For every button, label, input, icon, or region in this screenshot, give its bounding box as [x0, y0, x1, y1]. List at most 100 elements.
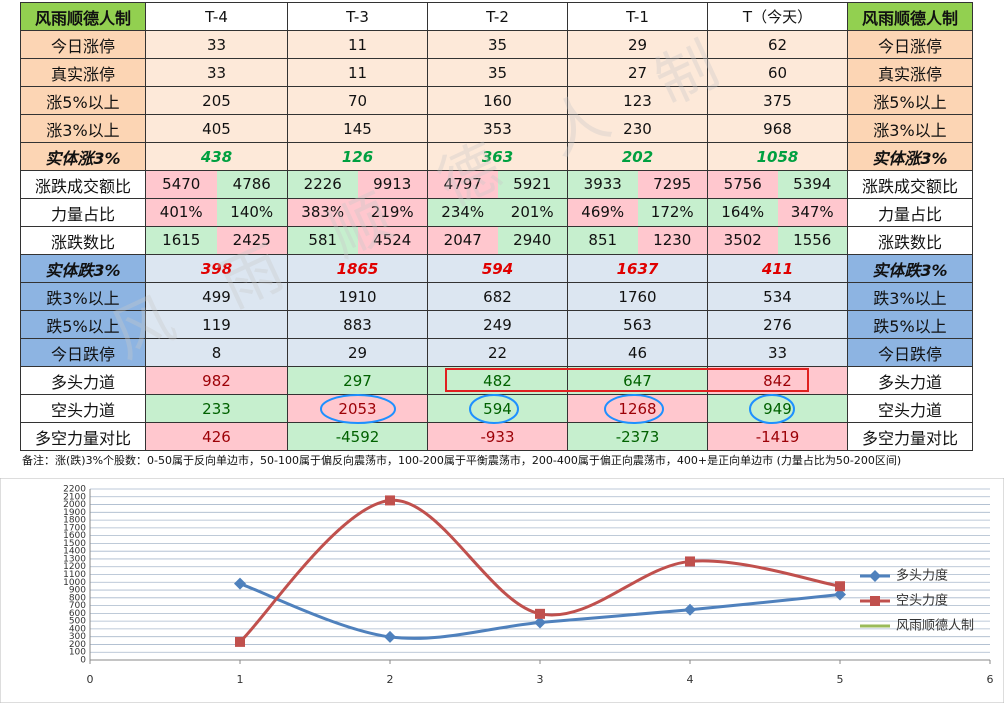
pair-cell: 581 4524 — [287, 226, 428, 255]
pair-cell: 164% 347% — [707, 198, 848, 227]
cell-value: 5470 — [146, 171, 217, 198]
y-tick-label: 1500 — [63, 539, 86, 549]
marker — [234, 577, 246, 590]
cell-value: 2053 — [287, 394, 428, 423]
row-label: 跌5%以上 — [20, 310, 146, 339]
cell-value: 1268 — [567, 394, 708, 423]
y-tick-label: 1100 — [63, 570, 86, 580]
header-cell: 风雨顺德人制 — [20, 2, 146, 31]
y-tick-label: 1200 — [63, 562, 86, 572]
row-label: 多头力道 — [847, 366, 973, 395]
row-label: 涨5%以上 — [20, 86, 146, 115]
cell-value: 205 — [145, 86, 288, 115]
cell-value: 2940 — [497, 227, 567, 254]
header-cell: 风雨顺德人制 — [847, 2, 973, 31]
legend-marker — [870, 596, 880, 606]
y-tick-label: 600 — [69, 609, 86, 619]
cell-value: 682 — [427, 282, 568, 311]
y-tick-label: 1400 — [63, 547, 86, 557]
cell-value: 233 — [145, 394, 288, 423]
pair-wrap: 3502 1556 — [708, 227, 847, 254]
cell-value: 27 — [567, 58, 708, 87]
table-row: 跌5%以上 119 883 249 563 276 跌5%以上 — [20, 310, 973, 339]
cell-value: 9913 — [357, 171, 427, 198]
cell-value: 33 — [707, 338, 848, 367]
cell-value: -4592 — [287, 422, 428, 451]
y-tick-label: 2000 — [63, 500, 86, 510]
table-row: 涨跌成交额比 5470 4786 2226 9913 4797 5921 3933 7295 57… — [20, 170, 973, 199]
row-label: 空头力道 — [847, 394, 973, 423]
cell-value: 469% — [568, 199, 638, 226]
header-cell: T-3 — [287, 2, 428, 31]
header-cell: T-4 — [145, 2, 288, 31]
row-label: 涨5%以上 — [847, 86, 973, 115]
cell-value: 60 — [707, 58, 848, 87]
cell-value: 1910 — [287, 282, 428, 311]
pair-cell: 1615 2425 — [145, 226, 288, 255]
cell-value: 5921 — [497, 171, 567, 198]
cell-value: 353 — [427, 114, 568, 143]
cell-value: 563 — [567, 310, 708, 339]
cell-value: -933 — [427, 422, 568, 451]
cell-value: 534 — [707, 282, 848, 311]
cell-value: 33 — [145, 30, 288, 59]
cell-value: 398 — [145, 254, 288, 283]
table-row: 今日涨停 33 11 35 29 62 今日涨停 — [20, 30, 973, 59]
table-row: 实体跌3% 398 1865 594 1637 411 实体跌3% — [20, 254, 973, 283]
pair-cell: 851 1230 — [567, 226, 708, 255]
cell-value: 126 — [287, 142, 428, 171]
table-row: 今日跌停 8 29 22 46 33 今日跌停 — [20, 338, 973, 367]
pair-wrap: 4797 5921 — [428, 171, 567, 198]
cell-value: 160 — [427, 86, 568, 115]
cell-value: 411 — [707, 254, 848, 283]
cell-value: 219% — [357, 199, 427, 226]
cell-value: 851 — [568, 227, 638, 254]
y-tick-label: 1800 — [63, 516, 86, 526]
header-row: 风雨顺德人制 T-4 T-3 T-2 T-1 T（今天） 风雨顺德人制 — [20, 2, 973, 31]
cell-value: 426 — [145, 422, 288, 451]
row-label: 实体涨3% — [20, 142, 146, 171]
cell-value: 383% — [288, 199, 358, 226]
row-label: 多空力量对比 — [20, 422, 146, 451]
y-tick-label: 1600 — [63, 531, 86, 541]
marker — [535, 608, 545, 619]
row-label: 涨跌成交额比 — [20, 170, 146, 199]
cell-value: 1230 — [637, 227, 707, 254]
pair-wrap: 1615 2425 — [146, 227, 287, 254]
y-tick-label: 700 — [69, 601, 86, 611]
row-label: 多空力量对比 — [847, 422, 973, 451]
header-cell: T（今天） — [707, 2, 848, 31]
cell-value: 1615 — [146, 227, 217, 254]
cell-value: 581 — [288, 227, 358, 254]
data-table: 风雨顺德人制 T-4 T-3 T-2 T-1 T（今天） 风雨顺德人制 今日涨停 33 11 35 2… — [20, 2, 973, 451]
cell-value: 11 — [287, 58, 428, 87]
pair-cell: 5756 5394 — [707, 170, 848, 199]
cell-value: 62 — [707, 30, 848, 59]
cell-value: 1556 — [777, 227, 847, 254]
x-tick-label: 2 — [387, 673, 394, 686]
row-label: 涨3%以上 — [20, 114, 146, 143]
y-tick-label: 300 — [69, 632, 86, 642]
cell-value: 482 — [427, 366, 568, 395]
header-cell: T-2 — [427, 2, 568, 31]
pair-cell: 3933 7295 — [567, 170, 708, 199]
table-row: 多空力量对比 426 -4592 -933 -2373 -1419 多空力量对比 — [20, 422, 973, 451]
row-label: 今日涨停 — [847, 30, 973, 59]
row-label: 力量占比 — [847, 198, 973, 227]
x-tick-label: 3 — [537, 673, 544, 686]
cell-value: 1637 — [567, 254, 708, 283]
cell-value: 11 — [287, 30, 428, 59]
marker — [834, 588, 846, 601]
legend-label: 多头力度 — [896, 568, 948, 584]
cell-value: 119 — [145, 310, 288, 339]
pair-cell: 383% 219% — [287, 198, 428, 227]
y-tick-label: 800 — [69, 593, 86, 603]
cell-value: 2226 — [288, 171, 358, 198]
pair-wrap: 401% 140% — [146, 199, 287, 226]
cell-value: 401% — [146, 199, 217, 226]
marker — [685, 556, 695, 567]
pair-cell: 401% 140% — [145, 198, 288, 227]
cell-value: 982 — [145, 366, 288, 395]
pair-cell: 5470 4786 — [145, 170, 288, 199]
